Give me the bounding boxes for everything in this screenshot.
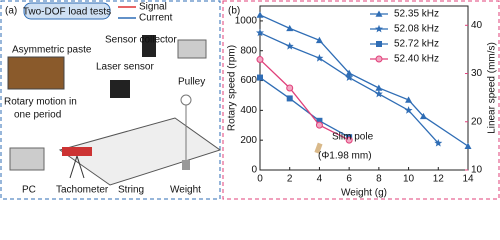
paste-photo [7, 56, 65, 90]
data-point [286, 95, 293, 102]
data-point [316, 117, 323, 124]
chart: (b) 0 2 4 6 8 10 12 14 0 200 400 600 800 1000 10 20 30 40… [227, 5, 498, 199]
table [58, 117, 222, 186]
title-box [23, 2, 111, 20]
label: Weight [170, 185, 201, 196]
y2-tick-label: 20 [471, 116, 483, 127]
label: Sensor collector [105, 35, 177, 46]
label: PC [22, 185, 36, 196]
tripod [69, 155, 78, 179]
x-tick-label: 4 [317, 174, 323, 185]
data-point [375, 84, 383, 91]
legend-label: 52.72 kHz [394, 39, 439, 50]
legend-marker [375, 55, 383, 63]
x-tick-label: 12 [433, 174, 445, 185]
laser-sensor [110, 80, 130, 98]
annotation: Slim pole [332, 132, 374, 143]
data-point [464, 142, 472, 149]
data-point [404, 106, 413, 114]
x-axis-label: Weight (g) [341, 188, 387, 199]
collector [142, 35, 156, 57]
data-point [434, 138, 443, 147]
label: Asymmetric paste [12, 45, 92, 56]
data-point [345, 69, 353, 76]
y-axis-label: Rotary speed (rpm) [227, 45, 238, 131]
panel-label: (b) [228, 6, 240, 17]
data-point [285, 42, 294, 50]
legend-text: Signal [139, 2, 167, 13]
panel-label: (a) [5, 6, 17, 17]
y-tick-label: 200 [240, 135, 257, 146]
legend-text: Current [139, 13, 173, 24]
x-tick-label: 14 [462, 174, 474, 185]
data-point [315, 121, 323, 129]
series-line [259, 59, 350, 141]
legend-marker [375, 10, 383, 17]
label: String [118, 185, 144, 196]
y2-axis-label: Linear speed (mm/s) [487, 42, 498, 134]
y-tick-label: 800 [240, 45, 257, 56]
data-point [256, 11, 264, 18]
label: Tachometer [56, 185, 109, 196]
data-point [256, 28, 264, 37]
legend-marker [375, 24, 383, 33]
tachometer [62, 147, 92, 156]
legend-label: 52.35 kHz [394, 9, 439, 20]
data-point [315, 53, 324, 62]
data-point [345, 73, 354, 81]
panel-a: (a) Two-DOF load tests Signal Current As… [4, 2, 222, 196]
data-point [286, 84, 294, 92]
legend-label: 52.08 kHz [394, 24, 439, 35]
tripod [76, 155, 85, 179]
annotation: (Φ1.98 mm) [318, 151, 372, 162]
data-point [256, 56, 264, 64]
weight [182, 160, 190, 170]
data-point [374, 89, 383, 98]
figure: (a) Two-DOF load tests Signal Current As… [0, 0, 500, 200]
pc [9, 147, 45, 171]
data-point [345, 136, 353, 144]
laptop [177, 39, 207, 59]
legend-marker [376, 41, 382, 47]
x-tick-label: 0 [257, 174, 263, 185]
y-tick-label: 400 [240, 105, 257, 116]
x-tick-label: 6 [346, 174, 352, 185]
data-point [405, 96, 413, 103]
data-point [419, 112, 427, 120]
series-line [259, 14, 469, 147]
label: Laser sensor [96, 62, 154, 73]
y-tick-label: 0 [251, 165, 257, 176]
data-point [315, 36, 323, 44]
panel-title: Two-DOF load tests [23, 7, 111, 18]
data-point [257, 74, 263, 81]
label: Pulley [178, 77, 205, 88]
panel-b-frame [222, 0, 500, 200]
y-tick-label: 1000 [235, 16, 258, 27]
y2-tick-label: 30 [471, 68, 483, 79]
legend-label: 52.40 kHz [394, 54, 439, 65]
label: one period [14, 110, 61, 121]
y2-tick-label: 40 [471, 20, 483, 31]
x-tick-label: 10 [403, 174, 415, 185]
y2-tick-label: 10 [471, 165, 483, 176]
plot-frame [259, 5, 469, 171]
x-tick-label: 8 [376, 174, 382, 185]
series-line [259, 77, 350, 138]
y-tick-label: 600 [240, 75, 257, 86]
slim-pole-icon [314, 142, 323, 154]
x-tick-label: 2 [287, 174, 293, 185]
label: Rotary motion in [4, 97, 77, 108]
data-point [286, 24, 294, 32]
